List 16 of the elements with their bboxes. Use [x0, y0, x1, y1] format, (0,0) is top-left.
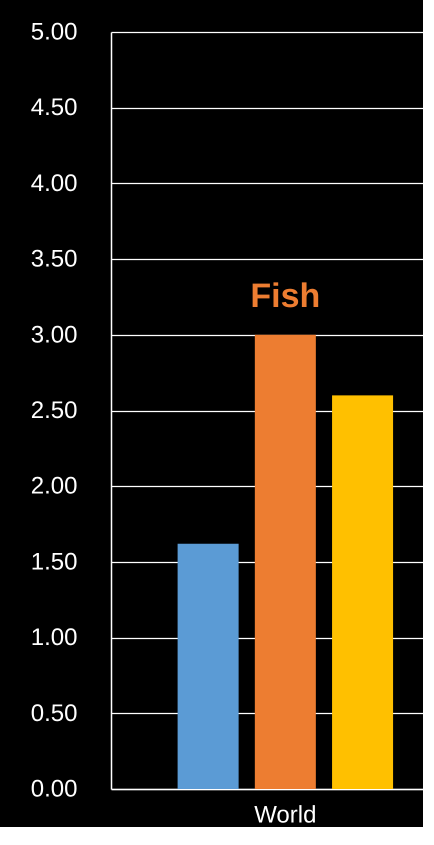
x-tick-label: World [254, 802, 316, 828]
y-tick-label: 0.00 [30, 776, 78, 802]
y-tick-label: 5.00 [30, 18, 78, 46]
y-tick-label: 3.00 [30, 321, 78, 348]
bar [178, 544, 239, 789]
y-tick-label: 4.00 [30, 170, 78, 197]
y-tick-label: 0.50 [30, 700, 78, 727]
y-tick-label: 2.00 [30, 472, 78, 500]
annotation: Fish [250, 276, 320, 315]
bar [332, 395, 394, 789]
bar [254, 334, 316, 789]
y-tick-label: 1.00 [30, 624, 78, 652]
y-tick-label: 2.50 [30, 397, 78, 424]
y-tick-label: 1.50 [30, 548, 78, 576]
y-tick-label: 4.50 [30, 94, 78, 122]
y-tick-label: 3.50 [30, 246, 78, 273]
